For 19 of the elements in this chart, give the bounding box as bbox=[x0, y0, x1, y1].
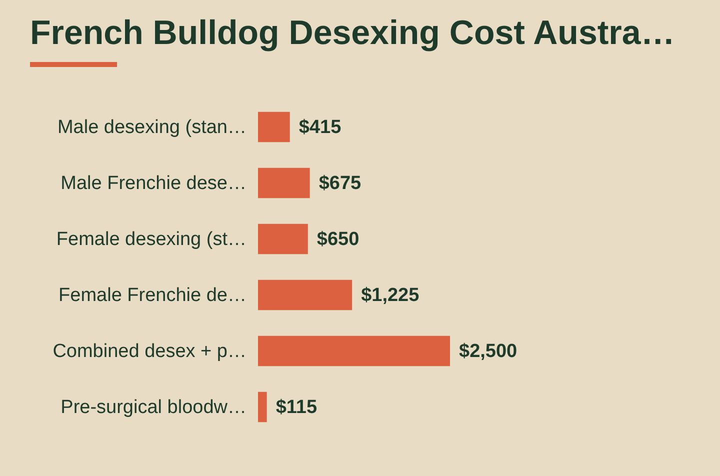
y-tick-label: Female Frenchie de… bbox=[58, 285, 246, 306]
bar bbox=[258, 112, 290, 142]
data-label: $675 bbox=[318, 173, 362, 194]
data-label: $415 bbox=[298, 117, 342, 138]
bar bbox=[258, 392, 267, 422]
data-label: $1,225 bbox=[361, 285, 420, 306]
bar bbox=[258, 280, 352, 310]
y-tick-label: Male Frenchie dese… bbox=[60, 173, 246, 194]
chart-title: French Bulldog Desexing Cost Austra… bbox=[30, 14, 675, 53]
data-label: $2,500 bbox=[459, 341, 518, 362]
y-tick-label: Combined desex + p… bbox=[52, 341, 246, 362]
y-tick-label: Pre-surgical bloodw… bbox=[60, 397, 246, 418]
y-tick-label: Male desexing (stan… bbox=[57, 117, 246, 138]
data-label: $115 bbox=[276, 397, 318, 418]
bar bbox=[258, 168, 310, 198]
y-tick-label: Female desexing (st… bbox=[56, 229, 246, 250]
data-label: $650 bbox=[316, 229, 360, 250]
bar bbox=[258, 224, 308, 254]
bar bbox=[258, 336, 450, 366]
